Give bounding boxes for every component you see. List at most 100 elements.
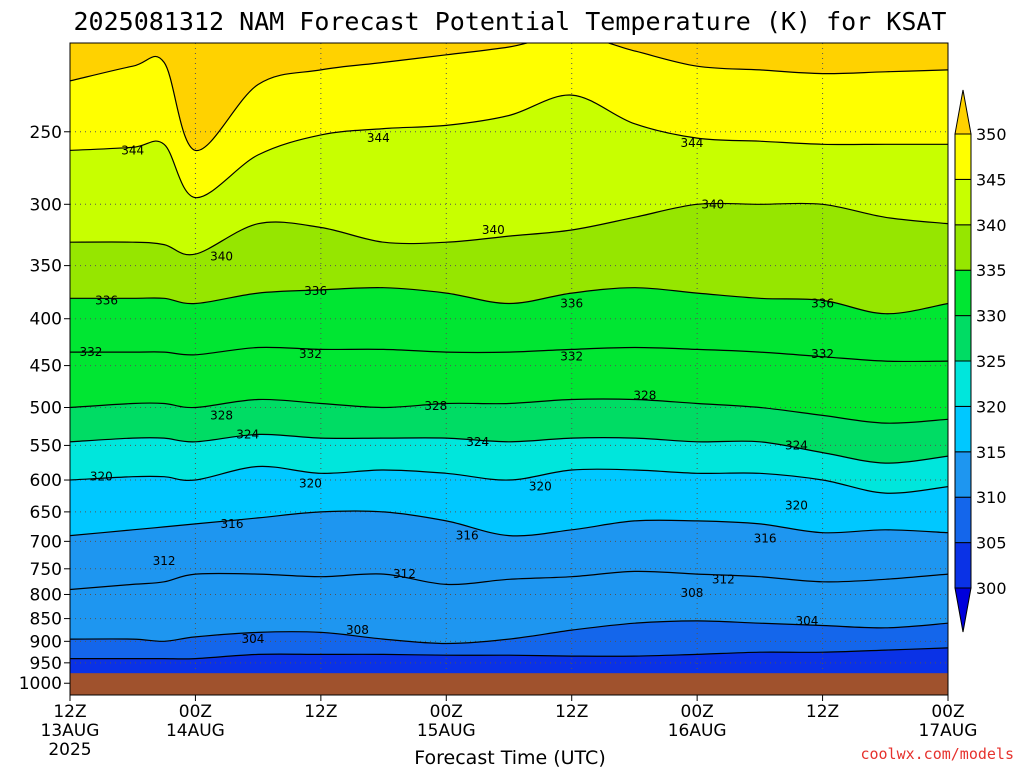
isentrope-label-text: 312 (712, 572, 735, 586)
y-tick-label-250: 250 (30, 123, 62, 143)
colorbar-label-305: 305 (976, 534, 1007, 553)
isentrope-label-27: 312 (153, 554, 176, 568)
grid-lines (70, 43, 948, 695)
colorbar-label-300: 300 (976, 579, 1007, 598)
isentrope-label-4: 340 (482, 223, 505, 237)
colorbar-label-340: 340 (976, 216, 1007, 235)
isentrope-label-text: 328 (633, 388, 656, 402)
isentrope-label-text: 308 (346, 623, 369, 637)
isentrope-label-33: 304 (795, 614, 818, 628)
isentrope-label-text: 332 (560, 350, 583, 364)
colorbar-bin-345 (954, 133, 972, 180)
isentrope-label-text: 304 (795, 614, 818, 628)
x-tick-label-24-0: 12Z (304, 702, 337, 722)
isentrope-label-16: 328 (633, 388, 656, 402)
isentrope-label-text: 320 (90, 470, 113, 484)
isentrope-label-text: 344 (121, 143, 144, 157)
isentrope-label-31: 308 (680, 586, 703, 600)
isentrope-308 (70, 620, 948, 645)
x-tick-label-84-1: 17AUG (919, 721, 978, 741)
y-axis: 2503003504004505005506006507007508008509… (19, 123, 70, 694)
plot-frame (69, 42, 949, 696)
isentrope-label-text: 344 (367, 131, 390, 145)
y-tick-label-400: 400 (30, 310, 62, 330)
colorbar-label-350: 350 (976, 125, 1007, 144)
isentrope-label-8: 336 (560, 297, 583, 311)
isentrope-324 (70, 433, 948, 464)
colorbar-bin-340 (954, 178, 972, 226)
isentrope-label-text: 328 (424, 399, 447, 413)
y-tick-label-350: 350 (30, 257, 62, 277)
x-tick-label-12-0: 00Z (179, 702, 212, 722)
isentrope-label-20: 320 (90, 470, 113, 484)
isentrope-label-text: 336 (560, 297, 583, 311)
x-tick-label-60-0: 00Z (681, 702, 714, 722)
isentrope-label-13: 332 (811, 347, 834, 361)
isentrope-label-22: 320 (529, 480, 552, 494)
y-tick-label-450: 450 (30, 357, 62, 377)
colorbar-bin-325 (954, 315, 972, 362)
isentrope-labels: 344 344 344 340 340 340 336 336 336 336 332 332 332 3… (79, 131, 834, 646)
isentrope-label-text: 312 (393, 567, 416, 581)
isentrope-label-text: 324 (466, 435, 489, 449)
y-tick-label-900: 900 (30, 632, 62, 652)
colorbar-extend-bottom (954, 587, 972, 633)
isentrope-label-text: 316 (221, 517, 244, 531)
isentrope-label-text: 312 (153, 554, 176, 568)
x-tick-label-72-0: 12Z (806, 702, 839, 722)
isentrope-label-text: 324 (785, 438, 808, 452)
isentrope-label-text: 336 (811, 297, 834, 311)
isentrope-label-0: 344 (121, 143, 144, 157)
isentrope-316 (70, 510, 948, 537)
isentrope-label-25: 316 (456, 529, 479, 543)
colorbar-label-335: 335 (976, 261, 1007, 280)
x-tick-label-36-0: 00Z (430, 702, 463, 722)
isentrope-label-text: 332 (299, 347, 322, 361)
isentrope-label-text: 316 (754, 532, 777, 546)
isentrope-label-3: 340 (210, 249, 233, 263)
colorbar-label-315: 315 (976, 443, 1007, 462)
y-tick-label-800: 800 (30, 585, 62, 605)
x-tick-label-0-0: 12Z (53, 702, 86, 722)
colorbar-bin-305 (954, 496, 972, 544)
y-tick-label-300: 300 (30, 195, 62, 215)
isentrope-label-1: 344 (367, 131, 390, 145)
colorbar-bin-300 (954, 542, 972, 589)
colorbar-label-310: 310 (976, 488, 1007, 507)
isentrope-label-text: 336 (304, 284, 327, 298)
y-tick-label-650: 650 (30, 503, 62, 523)
colorbar-bin-335 (954, 224, 972, 271)
colorbar-bin-315 (954, 405, 972, 453)
y-tick-label-550: 550 (30, 436, 62, 456)
isentrope-label-text: 332 (79, 345, 102, 359)
isentrope-label-21: 320 (299, 476, 322, 490)
isentrope-label-text: 320 (299, 476, 322, 490)
isentrope-label-text: 304 (241, 632, 264, 646)
isentrope-label-11: 332 (299, 347, 322, 361)
isentrope-label-text: 344 (680, 136, 703, 150)
isentrope-label-text: 320 (785, 499, 808, 513)
isentrope-label-text: 332 (811, 347, 834, 361)
x-tick-label-0-2: 2025 (48, 740, 91, 760)
colorbar-bin-320 (954, 360, 972, 407)
isentrope-label-30: 308 (346, 623, 369, 637)
y-tick-label-700: 700 (30, 532, 62, 552)
isentrope-lines (70, 43, 948, 660)
plot-area: 344 344 344 340 340 340 336 336 336 336 332 332 332 3… (70, 43, 948, 695)
y-tick-label-750: 750 (30, 560, 62, 580)
colorbar-bin-330 (954, 269, 972, 317)
colorbar: 300 305 310 315 320 325 330 335 340 345 350 (954, 89, 1007, 633)
isentrope-340 (70, 202, 948, 256)
isentrope-label-12: 332 (560, 350, 583, 364)
y-tick-label-500: 500 (30, 399, 62, 419)
isentrope-label-24: 316 (221, 517, 244, 531)
x-tick-label-60-1: 16AUG (668, 721, 727, 741)
colorbar-bin-310 (954, 451, 972, 498)
isentrope-label-14: 328 (210, 408, 233, 422)
isentrope-312 (70, 570, 948, 591)
x-tick-label-48-0: 12Z (555, 702, 588, 722)
y-tick-label-600: 600 (30, 471, 62, 491)
isentrope-label-26: 316 (754, 532, 777, 546)
isentrope-label-text: 340 (701, 197, 724, 211)
